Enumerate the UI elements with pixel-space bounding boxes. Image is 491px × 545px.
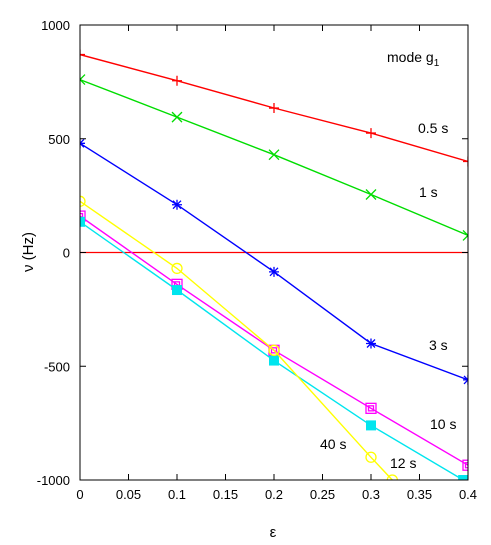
series-layer	[80, 49, 468, 480]
annotation-3s: 3 s	[429, 337, 448, 353]
annotation-mode: mode g	[387, 49, 434, 65]
series-4-point-4	[458, 475, 468, 480]
x-tick-label-2: 0.1	[168, 487, 186, 502]
series-4-point-1	[172, 285, 182, 296]
series-0-point-3-mark	[366, 128, 376, 139]
series-0-point-2	[269, 103, 279, 114]
y-tick-label-0: 1000	[41, 18, 70, 33]
series-3-point-0	[80, 210, 86, 222]
series-2-point-2	[269, 266, 279, 277]
series-4-point-0-mark	[80, 216, 85, 227]
series-1-point-2	[268, 149, 280, 161]
series-4-point-0	[80, 216, 85, 227]
annotation-mode-title: mode g1	[387, 49, 440, 69]
series-2-line	[80, 142, 468, 381]
series-4-point-4-mark	[458, 475, 468, 480]
x-axis-label: ε	[270, 524, 277, 541]
series-3-point-4-mark	[462, 459, 468, 471]
series-2-point-3	[366, 338, 376, 349]
series-4-point-1-mark	[172, 285, 182, 296]
x-tick-label-5: 0.25	[310, 487, 335, 502]
y-tick-label-3: -500	[44, 359, 70, 374]
series-5-point-1-mark	[171, 262, 183, 275]
x-tick-label-7: 0.35	[407, 487, 432, 502]
series-4-point-2	[269, 355, 279, 366]
x-tick-label-4: 0.2	[265, 487, 283, 502]
series-3-point-0-inner	[80, 212, 84, 220]
x-tick-label-1: 0.05	[116, 487, 141, 502]
plot-area	[80, 49, 468, 480]
series-0-point-2-mark	[269, 103, 279, 114]
series-3-point-4	[462, 459, 468, 471]
series-4-point-3	[366, 420, 376, 431]
series-4-point-3-mark	[366, 420, 376, 431]
series-2-point-2-mark	[269, 266, 279, 277]
annotation-10s: 10 s	[430, 416, 456, 432]
x-tick-label-6: 0.3	[362, 487, 380, 502]
series-3-point-3	[365, 402, 377, 414]
y-tick-label-1: 500	[48, 132, 70, 147]
series-1-point-2-mark	[268, 149, 280, 161]
series-0-point-1-mark	[172, 75, 182, 86]
series-1-point-3	[365, 189, 377, 200]
series-0-point-1	[172, 75, 182, 86]
series-1-point-1-mark	[171, 111, 183, 123]
annotation-mode-subscript: 1	[434, 58, 440, 69]
series-1-point-3-mark	[365, 189, 377, 200]
series-1-point-0-mark	[80, 74, 86, 86]
annotation-1s: 1 s	[419, 184, 438, 200]
series-1-point-1	[171, 111, 183, 123]
y-axis-label: ν (Hz)	[20, 232, 37, 272]
axis-layer: 0 0.05 0.1 0.15 0.2 0.25 0.3 0.35 0.4 1000 500 0 -50…	[37, 18, 477, 502]
series-0-point-0	[80, 49, 85, 60]
series-0-point-4	[463, 156, 468, 167]
series-5-point-2	[268, 344, 280, 356]
series-3-point-3-mark	[365, 402, 377, 414]
series-1-point-4-mark	[462, 229, 468, 241]
series-0-point-3	[366, 128, 376, 139]
annotation-0-5s: 0.5 s	[418, 120, 448, 136]
series-5-point-4-mark	[386, 474, 398, 480]
x-tick-label-8: 0.4	[459, 487, 477, 502]
series-5-point-0	[80, 195, 86, 207]
series-2-point-1	[172, 199, 182, 210]
series-3-point-4-inner	[464, 462, 468, 469]
series-2-point-1-mark	[172, 199, 182, 210]
annotation-40s: 40 s	[320, 436, 346, 452]
series-5-line	[80, 200, 393, 480]
series-3-point-3-inner	[367, 405, 375, 412]
series-5-point-1	[171, 262, 183, 275]
series-3-point-0-mark	[80, 210, 86, 222]
series-0-point-0-mark	[80, 49, 85, 60]
series-4-point-2-mark	[269, 355, 279, 366]
series-5-point-4	[386, 474, 398, 480]
series-5-point-0-mark	[80, 195, 86, 207]
series-3-point-2-inner	[270, 347, 278, 354]
series-1-point-4	[462, 229, 468, 241]
series-5-point-3-mark	[365, 451, 377, 463]
series-5-point-2-mark	[268, 344, 280, 356]
series-5-point-3	[365, 451, 377, 463]
x-tick-label-3: 0.15	[213, 487, 238, 502]
x-tick-label-0: 0	[76, 487, 83, 502]
annotation-12s: 12 s	[390, 455, 416, 471]
y-tick-label-2: 0	[63, 246, 70, 261]
series-0-point-4-mark	[463, 156, 468, 167]
series-3-line	[80, 215, 468, 466]
series-2-point-3-mark	[366, 338, 376, 349]
series-1-line	[80, 78, 468, 237]
y-tick-label-4: -1000	[37, 473, 70, 488]
series-1-point-0	[80, 74, 86, 86]
